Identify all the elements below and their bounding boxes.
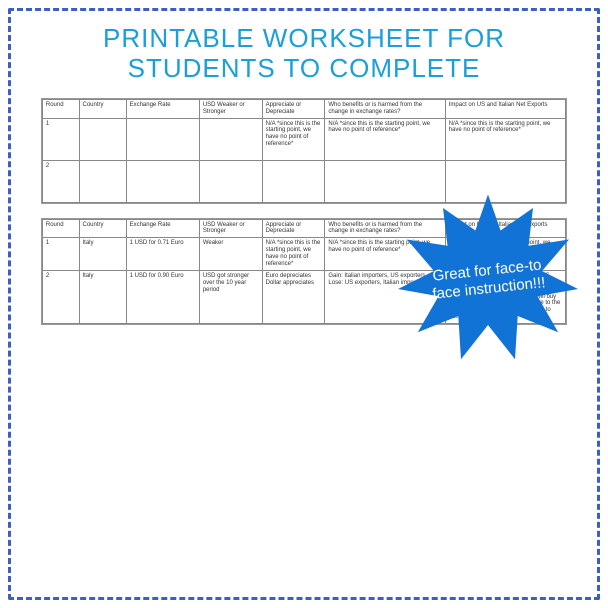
col-appr: Appreciate or Depreciate — [262, 219, 325, 238]
cell — [126, 118, 199, 160]
col-weaker: USD Weaker or Stronger — [199, 99, 262, 118]
title-line-1: PRINTABLE WORKSHEET FOR — [103, 23, 505, 53]
cell: N/A *since this is the starting point, w… — [325, 118, 445, 160]
cell: Italy — [79, 270, 126, 323]
cell: N/A *since this is the starting point, w… — [262, 238, 325, 271]
cell: 2 — [42, 270, 79, 323]
cell: 2 — [42, 160, 79, 202]
cell — [79, 160, 126, 202]
cell: 1 USD for 0.90 Euro — [126, 270, 199, 323]
title-line-2: STUDENTS TO COMPLETE — [128, 53, 481, 83]
table-header-row: Round Country Exchange Rate USD Weaker o… — [42, 99, 565, 118]
cell: 1 — [42, 238, 79, 271]
cell — [199, 160, 262, 202]
col-weaker: USD Weaker or Stronger — [199, 219, 262, 238]
cell: Euro depreciates Dollar appreciates — [262, 270, 325, 323]
cell: Italy — [79, 238, 126, 271]
table-row: 1 N/A *since this is the starting point,… — [42, 118, 565, 160]
cell: 1 USD for 0.71 Euro — [126, 238, 199, 271]
col-impact: Impact on US and Italian Net Exports — [445, 99, 565, 118]
col-appr: Appreciate or Depreciate — [262, 99, 325, 118]
col-round: Round — [42, 99, 79, 118]
cell: Weaker — [199, 238, 262, 271]
starburst-callout: Great for face-to face instruction!!! — [398, 190, 578, 370]
cell — [126, 160, 199, 202]
worksheet-blank: Round Country Exchange Rate USD Weaker o… — [41, 98, 567, 204]
col-rate: Exchange Rate — [126, 219, 199, 238]
col-country: Country — [79, 219, 126, 238]
col-rate: Exchange Rate — [126, 99, 199, 118]
cell: USD got stronger over the 10 year period — [199, 270, 262, 323]
col-country: Country — [79, 99, 126, 118]
cell: N/A *since this is the starting point, w… — [262, 118, 325, 160]
cell — [262, 160, 325, 202]
cell: 1 — [42, 118, 79, 160]
col-who: Who benefits or is harmed from the chang… — [325, 99, 445, 118]
cell — [79, 118, 126, 160]
cell — [199, 118, 262, 160]
col-round: Round — [42, 219, 79, 238]
page-title: PRINTABLE WORKSHEET FOR STUDENTS TO COMP… — [18, 24, 590, 84]
cell: N/A *since this is the starting point, w… — [445, 118, 565, 160]
table-blank: Round Country Exchange Rate USD Weaker o… — [42, 99, 566, 203]
